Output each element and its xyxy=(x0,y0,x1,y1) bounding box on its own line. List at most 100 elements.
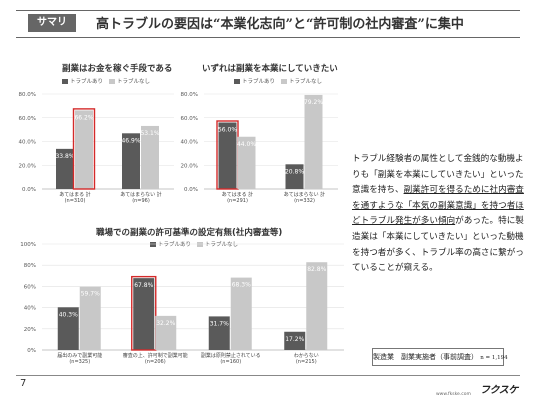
legend-without: トラブルなし xyxy=(109,77,150,85)
y-tick-label: 0.0% xyxy=(184,187,198,193)
legend-without: トラブルなし xyxy=(197,240,238,248)
chart1-legend: トラブルあり トラブルなし xyxy=(62,77,150,85)
y-tick-label: 60% xyxy=(24,284,36,290)
legend-swatch-with xyxy=(150,242,156,247)
bar-with-trouble xyxy=(122,133,140,189)
legend-swatch-with xyxy=(234,79,240,84)
data-label: 56.0% xyxy=(218,127,237,134)
bar-without-trouble xyxy=(79,286,101,350)
chart1-plot: 0.0% 20.0% 40.0% 60.0% 80.0% 33.8% 66.2% あてはまる … xyxy=(19,92,174,204)
data-label: 20.8% xyxy=(285,168,304,175)
data-label: 82.8% xyxy=(307,266,326,273)
y-tick-label: 80.0% xyxy=(19,92,36,98)
summary-text-part1: トラブル経験者の属性として金銭的な動機よりも「副業を本業にしていきたい」といった… xyxy=(352,154,524,196)
legend-swatch-without xyxy=(109,79,116,84)
y-tick-label: 40.0% xyxy=(19,140,36,146)
data-label: 33.8% xyxy=(55,153,74,160)
x-tick-n: (n=325) xyxy=(69,359,90,365)
legend-without-label: トラブルなし xyxy=(117,79,151,85)
bar-with-trouble xyxy=(56,148,74,189)
legend-with-label: トラブルあり xyxy=(158,242,192,248)
legend-swatch-without xyxy=(197,242,204,247)
bar-with-trouble xyxy=(285,164,304,189)
x-tick-label: わからない xyxy=(294,352,319,359)
sample-note-label: 製造業 副業実施者（事前調査） xyxy=(373,353,478,361)
bar-without-trouble xyxy=(230,277,252,350)
y-tick-label: 20.0% xyxy=(181,163,198,169)
bar-without-trouble xyxy=(155,315,177,350)
chart2-plot: 0.0% 20.0% 40.0% 60.0% 80.0% 56.0%44.0% あてはまる … xyxy=(181,92,338,204)
legend-with: トラブルあり xyxy=(150,240,191,248)
y-tick-label: 80.0% xyxy=(181,92,198,98)
legend-without: トラブルなし xyxy=(281,77,322,85)
bar-with-trouble xyxy=(57,307,79,350)
legend-swatch-without xyxy=(281,79,288,84)
x-tick-n: (n=310) xyxy=(65,198,86,204)
page-title: 高トラブルの要因は“本業化志向”と“許可制の社内審査”に集中 xyxy=(96,17,464,32)
title-rule xyxy=(16,37,520,38)
y-tick-label: 40% xyxy=(24,306,36,312)
summary-text: トラブル経験者の属性として金銭的な動機よりも「副業を本業にしていきたい」といった… xyxy=(352,152,524,277)
x-tick-n: (n=215) xyxy=(296,359,317,365)
x-tick-n: (n=206) xyxy=(145,359,166,365)
legend-with-label: トラブルあり xyxy=(70,79,104,85)
data-label: 53.1% xyxy=(140,130,159,137)
data-label: 79.2% xyxy=(304,99,323,106)
y-tick-label: 60.0% xyxy=(181,116,198,122)
y-tick-label: 40.0% xyxy=(181,140,198,146)
x-tick-n: (n=160) xyxy=(220,359,241,365)
y-tick-label: 20% xyxy=(24,327,36,333)
y-tick-label: 80% xyxy=(24,263,36,269)
bar-with-trouble xyxy=(284,331,306,350)
brand-logo: フクスケ xyxy=(480,385,518,396)
summary-tag: サマリ xyxy=(28,14,76,32)
legend-with: トラブルあり xyxy=(234,77,275,85)
x-tick-label: あてはまらない 計 xyxy=(284,191,325,198)
bar-without-trouble xyxy=(75,110,93,189)
highlight-box xyxy=(72,108,96,190)
x-tick-n: (n=332) xyxy=(294,198,315,204)
legend-with: トラブルあり xyxy=(62,77,103,85)
summary-text-underlined: 副業許可を得るために社内審査を通すような「本気の副業意識」を持つ者ほどトラブル発… xyxy=(352,185,524,227)
y-tick-label: 0.0% xyxy=(22,187,36,193)
sample-note: 製造業 副業実施者（事前調査） n = 1,194 xyxy=(372,348,508,366)
chart3-legend: トラブルあり トラブルなし xyxy=(150,240,238,248)
bar-with-trouble xyxy=(133,278,155,350)
bottom-rule xyxy=(16,375,520,376)
x-tick-n: (n=96) xyxy=(132,198,150,204)
chart2-title: いずれは副業を本業にしていきたい xyxy=(202,64,338,74)
bar-without-trouble xyxy=(304,94,323,189)
legend-with-label: トラブルあり xyxy=(242,79,276,85)
x-tick-label: あてはまる 計 xyxy=(222,191,253,198)
footer-url: www.fkske.com xyxy=(436,392,471,397)
x-tick-label: 審査の上、許可制で副業可能 xyxy=(123,352,188,359)
x-tick-label: 届出のみで副業可能 xyxy=(57,352,102,359)
legend-swatch-with xyxy=(62,79,68,84)
bar-with-trouble xyxy=(208,316,230,350)
chart3-plot: 0%20%40%60%80%100%40.3%59.7%届出のみで副業可能(n=… xyxy=(20,242,344,365)
data-label: 68.3% xyxy=(232,282,251,289)
bar-without-trouble xyxy=(237,136,256,189)
summary-text-part2: があった。特に製造業は「本業にしていきたい」といった動機を持つ者が多く、トラブル… xyxy=(352,216,524,274)
data-label: 32.2% xyxy=(156,320,175,327)
data-label: 31.7% xyxy=(210,320,229,327)
data-label: 40.3% xyxy=(59,311,78,318)
x-tick-label: 副業は原則禁止されている xyxy=(201,352,261,359)
y-tick-label: 20.0% xyxy=(19,163,36,169)
data-label: 44.0% xyxy=(237,141,256,148)
sample-note-n: n = 1,194 xyxy=(480,355,508,361)
bar-with-trouble xyxy=(218,122,237,189)
x-tick-n: (n=291) xyxy=(227,198,248,204)
x-tick-label: あてはまらない 計 xyxy=(120,191,161,198)
legend-without-label: トラブルなし xyxy=(289,79,323,85)
top-rule xyxy=(16,10,520,11)
data-label: 59.7% xyxy=(81,291,100,298)
x-tick-label: あてはまる 計 xyxy=(59,191,90,198)
bar-without-trouble xyxy=(306,262,328,350)
data-label: 67.8% xyxy=(134,282,153,289)
highlight-box xyxy=(131,275,157,351)
chart1-title: 副業はお金を稼ぐ手段である xyxy=(62,64,173,74)
legend-without-label: トラブルなし xyxy=(205,242,239,248)
data-label: 46.9% xyxy=(121,137,140,144)
data-label: 66.2% xyxy=(74,114,93,121)
